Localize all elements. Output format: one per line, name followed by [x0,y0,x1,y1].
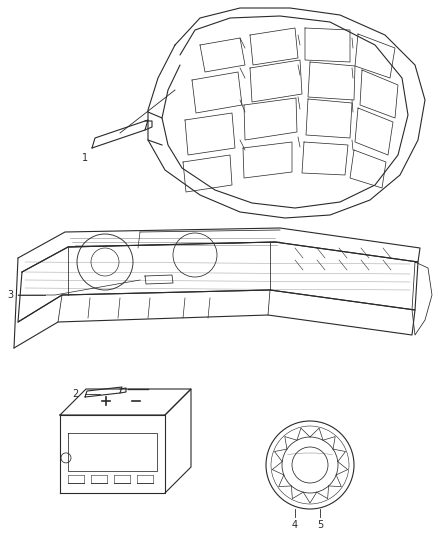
Text: 3: 3 [7,290,13,300]
Text: 4: 4 [292,520,298,530]
Text: 1: 1 [82,153,88,163]
Text: 5: 5 [317,520,323,530]
Text: 2: 2 [72,389,78,399]
